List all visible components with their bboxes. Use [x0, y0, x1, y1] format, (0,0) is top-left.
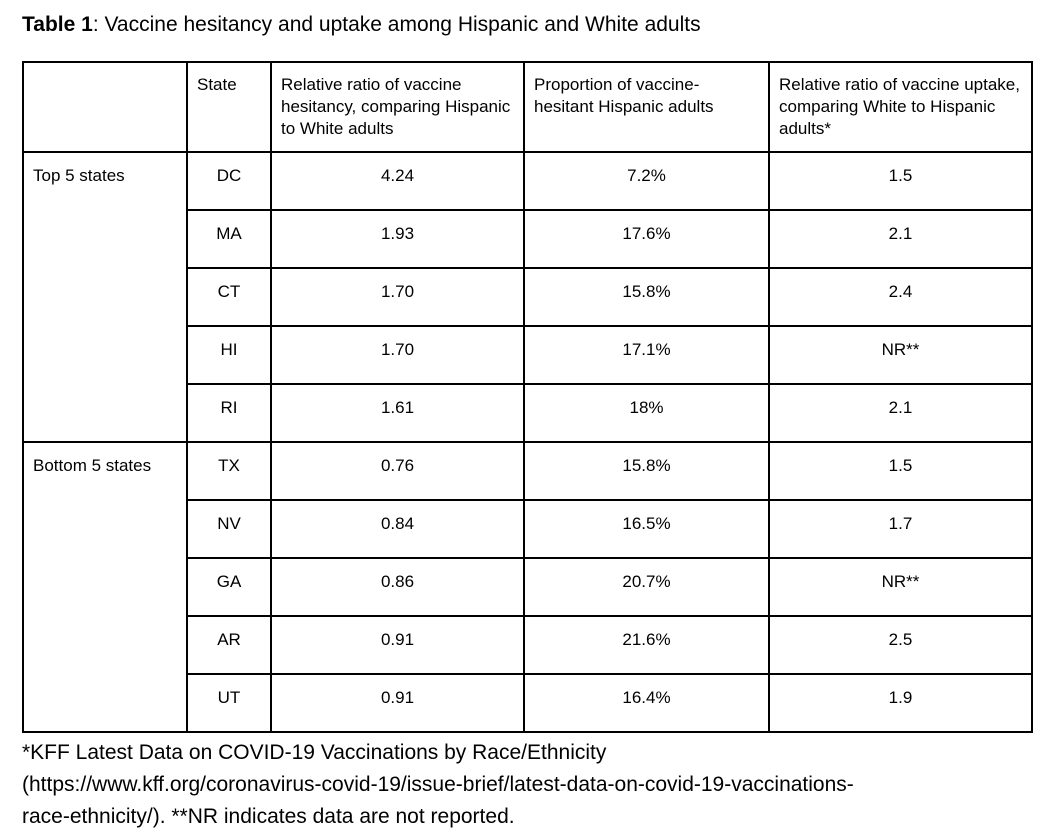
table-row: RI 1.61 18% 2.1 — [23, 383, 1033, 443]
cell-hesitant-proportion: 17.1% — [523, 325, 770, 385]
cell-hesitancy-ratio: 0.91 — [270, 673, 525, 733]
vaccine-table: State Relative ratio of vaccine hesitanc… — [22, 61, 1033, 733]
footnote-line-1: *KFF Latest Data on COVID-19 Vaccination… — [22, 741, 607, 764]
header-cell-hesitancy-ratio: Relative ratio of vaccine hesitancy, com… — [270, 61, 525, 153]
table-row: NV 0.84 16.5% 1.7 — [23, 499, 1033, 559]
header-cell-hesitant-proportion: Proportion of vaccine-hesitant Hispanic … — [523, 61, 770, 153]
cell-hesitant-proportion: 18% — [523, 383, 770, 443]
cell-uptake-ratio: NR** — [768, 557, 1033, 617]
table-row: GA 0.86 20.7% NR** — [23, 557, 1033, 617]
header-cell-state: State — [186, 61, 272, 153]
cell-hesitant-proportion: 16.4% — [523, 673, 770, 733]
cell-uptake-ratio: NR** — [768, 325, 1033, 385]
cell-state: TX — [186, 441, 272, 501]
cell-hesitancy-ratio: 1.70 — [270, 267, 525, 327]
cell-state: DC — [186, 151, 272, 211]
table-row: UT 0.91 16.4% 1.9 — [23, 673, 1033, 733]
cell-state: AR — [186, 615, 272, 675]
table-row: AR 0.91 21.6% 2.5 — [23, 615, 1033, 675]
page-title: Table 1: Vaccine hesitancy and uptake am… — [22, 12, 1040, 38]
cell-hesitancy-ratio: 0.76 — [270, 441, 525, 501]
cell-hesitancy-ratio: 0.91 — [270, 615, 525, 675]
cell-uptake-ratio: 1.5 — [768, 441, 1033, 501]
cell-hesitancy-ratio: 4.24 — [270, 151, 525, 211]
cell-uptake-ratio: 1.9 — [768, 673, 1033, 733]
table-row: MA 1.93 17.6% 2.1 — [23, 209, 1033, 269]
table-row: CT 1.70 15.8% 2.4 — [23, 267, 1033, 327]
cell-uptake-ratio: 2.1 — [768, 209, 1033, 269]
cell-hesitancy-ratio: 1.61 — [270, 383, 525, 443]
cell-hesitant-proportion: 21.6% — [523, 615, 770, 675]
cell-state: HI — [186, 325, 272, 385]
cell-state: MA — [186, 209, 272, 269]
table-row: HI 1.70 17.1% NR** — [23, 325, 1033, 385]
cell-state: CT — [186, 267, 272, 327]
cell-state: UT — [186, 673, 272, 733]
cell-uptake-ratio: 1.5 — [768, 151, 1033, 211]
cell-state: NV — [186, 499, 272, 559]
cell-hesitancy-ratio: 0.84 — [270, 499, 525, 559]
table-title-text: : Vaccine hesitancy and uptake among His… — [92, 13, 701, 36]
footnote-line-3: race-ethnicity/). **NR indicates data ar… — [22, 805, 515, 828]
cell-hesitant-proportion: 15.8% — [523, 267, 770, 327]
table-row: Top 5 states DC 4.24 7.2% 1.5 — [22, 151, 1033, 443]
footnote-line-2: (https://www.kff.org/coronavirus-covid-1… — [22, 773, 854, 796]
cell-uptake-ratio: 2.5 — [768, 615, 1033, 675]
table-number-label: Table 1 — [22, 13, 93, 36]
cell-hesitancy-ratio: 0.86 — [270, 557, 525, 617]
cell-state: RI — [186, 383, 272, 443]
cell-hesitancy-ratio: 1.70 — [270, 325, 525, 385]
group-cell-bottom5: Bottom 5 states — [22, 441, 188, 733]
footnote: *KFF Latest Data on COVID-19 Vaccination… — [22, 737, 1040, 833]
cell-hesitancy-ratio: 1.93 — [270, 209, 525, 269]
cell-uptake-ratio: 2.4 — [768, 267, 1033, 327]
cell-uptake-ratio: 1.7 — [768, 499, 1033, 559]
cell-hesitant-proportion: 17.6% — [523, 209, 770, 269]
header-row: State Relative ratio of vaccine hesitanc… — [22, 61, 1033, 153]
header-cell-group — [22, 61, 188, 153]
table-row: Bottom 5 states TX 0.76 15.8% 1.5 — [22, 441, 1033, 733]
cell-state: GA — [186, 557, 272, 617]
cell-hesitant-proportion: 7.2% — [523, 151, 770, 211]
cell-hesitant-proportion: 20.7% — [523, 557, 770, 617]
cell-hesitant-proportion: 16.5% — [523, 499, 770, 559]
cell-uptake-ratio: 2.1 — [768, 383, 1033, 443]
group-cell-top5: Top 5 states — [22, 151, 188, 443]
cell-hesitant-proportion: 15.8% — [523, 441, 770, 501]
header-cell-uptake-ratio: Relative ratio of vaccine uptake, compar… — [768, 61, 1033, 153]
